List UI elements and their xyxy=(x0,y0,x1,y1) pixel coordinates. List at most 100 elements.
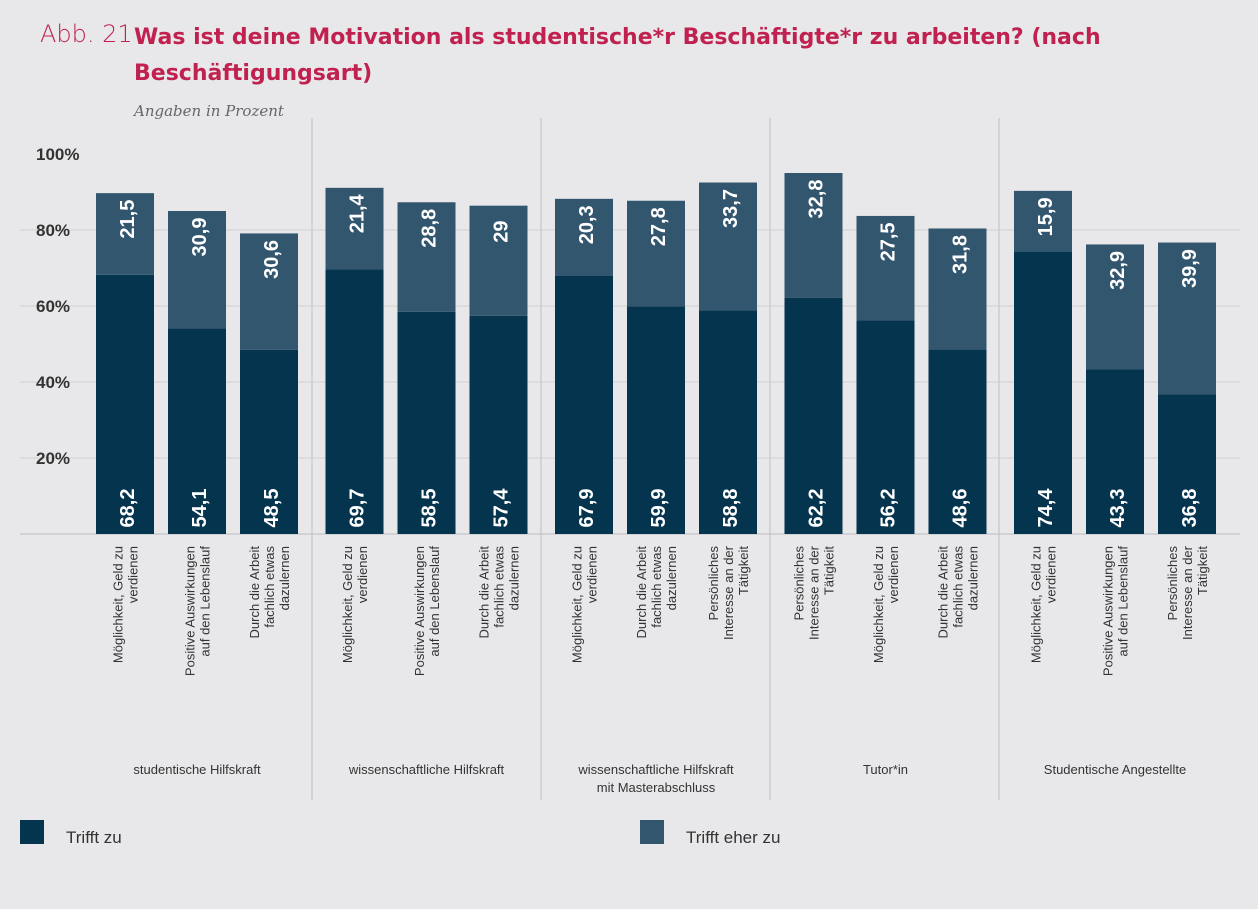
data-label: 58,5 xyxy=(419,489,441,528)
bar-segment-trifft-eher-zu xyxy=(928,228,987,350)
category-label-line: verdienen xyxy=(126,546,141,603)
bar-segment-trifft-zu xyxy=(699,310,757,534)
bar-segment-trifft-zu xyxy=(1014,251,1072,534)
data-label: 62,2 xyxy=(806,489,828,528)
category-label-line: verdienen xyxy=(355,546,370,603)
data-label: 21,5 xyxy=(117,200,139,239)
bar-segment-trifft-eher-zu xyxy=(397,202,456,312)
data-label: 57,4 xyxy=(491,488,513,528)
bar-segment-trifft-eher-zu xyxy=(1158,242,1216,395)
bar-segment-trifft-zu xyxy=(325,269,384,534)
category-label-line: Persönliches xyxy=(706,546,721,621)
category-label-line: auf den Lebenslauf xyxy=(1116,546,1131,657)
category-label-line: Tätigkeit xyxy=(1195,546,1210,596)
chart-subtitle: Angaben in Prozent xyxy=(134,102,284,120)
y-tick-label: 80% xyxy=(36,221,70,240)
data-label: 21,4 xyxy=(347,193,369,233)
data-label: 27,5 xyxy=(878,222,900,261)
category-label-line: fachlich etwas xyxy=(649,546,664,628)
data-label: 30,9 xyxy=(189,218,211,257)
bar-segment-trifft-eher-zu xyxy=(1086,244,1144,370)
category-label-line: Interesse an der xyxy=(807,545,822,640)
group-label: studentische Hilfskraft xyxy=(133,762,261,777)
data-label: 15,9 xyxy=(1035,197,1057,236)
category-label-line: verdienen xyxy=(1044,546,1059,603)
data-label: 58,8 xyxy=(720,489,742,528)
bar-segment-trifft-zu xyxy=(1086,369,1144,534)
data-label: 27,8 xyxy=(648,207,670,246)
legend-swatch-trifft-zu xyxy=(20,820,44,844)
category-label-line: dazulernen xyxy=(277,546,292,610)
data-label: 43,3 xyxy=(1107,489,1129,528)
bar-segment-trifft-zu xyxy=(1158,394,1216,534)
category-label-line: dazulernen xyxy=(966,546,981,610)
bar-segment-trifft-eher-zu xyxy=(784,173,843,298)
legend-label-trifft-zu: Trifft zu xyxy=(66,828,122,847)
category-label-line: Persönliches xyxy=(1165,546,1180,621)
category-label-line: Tätigkeit xyxy=(736,546,751,596)
category-label-line: verdienen xyxy=(585,546,600,603)
category-label-line: Interesse an der xyxy=(721,545,736,640)
bar-segment-trifft-zu xyxy=(928,349,987,534)
data-label: 56,2 xyxy=(878,489,900,528)
bar-segment-trifft-zu xyxy=(784,297,843,534)
group-label: wissenschaftliche Hilfskraft xyxy=(577,762,734,777)
category-label-line: fachlich etwas xyxy=(262,546,277,628)
category-label-line: Positive Auswirkungen xyxy=(183,546,198,676)
category-label-line: fachlich etwas xyxy=(492,546,507,628)
data-label: 33,7 xyxy=(720,189,742,228)
y-tick-label: 40% xyxy=(36,373,70,392)
data-label: 67,9 xyxy=(576,489,598,528)
group-label: wissenschaftliche Hilfskraft xyxy=(348,762,505,777)
bar-segment-trifft-zu xyxy=(469,315,528,534)
y-tick-label: 100% xyxy=(36,145,79,164)
stacked-bar-chart: 20% 40% 60% 80% 100% 68,2 21,5 Möglichkeit, Gel… xyxy=(20,118,1240,800)
chart-title: Was ist deine Motivation als studentisch… xyxy=(134,25,1101,86)
category-label-line: auf den Lebenslauf xyxy=(198,546,213,657)
legend-label-trifft-eher-zu: Trifft eher zu xyxy=(686,828,781,847)
category-label-line: Möglichkeit, Geld zu xyxy=(340,546,355,663)
bar-segment-trifft-zu xyxy=(627,306,685,534)
bar-segment-trifft-zu xyxy=(856,320,915,534)
bar-segment-trifft-eher-zu xyxy=(96,193,154,275)
category-label-line: Positive Auswirkungen xyxy=(412,546,427,676)
data-label: 48,5 xyxy=(261,489,283,528)
bar-segment-trifft-eher-zu xyxy=(555,198,613,276)
bar-segment-trifft-eher-zu xyxy=(240,233,298,350)
bar-segment-trifft-eher-zu xyxy=(1014,190,1072,252)
category-label-line: Durch die Arbeit xyxy=(634,546,649,639)
bar-segment-trifft-eher-zu xyxy=(856,215,915,321)
category-label-line: Möglichkeit, Geld zu xyxy=(111,546,126,663)
data-label: 69,7 xyxy=(347,489,369,528)
category-label-line: dazulernen xyxy=(507,546,522,610)
category-label-line: Möglichkeit, Geld zu xyxy=(570,546,585,663)
category-label-line: Durch die Arbeit xyxy=(247,546,262,639)
category-label-line: Persönliches xyxy=(792,546,807,621)
bar-segment-trifft-zu xyxy=(555,275,613,534)
group-label: Tutor*in xyxy=(863,762,908,777)
legend-swatch-trifft-eher-zu xyxy=(640,820,664,844)
category-label-line: Durch die Arbeit xyxy=(477,546,492,639)
category-label-line: Interesse an der xyxy=(1180,545,1195,640)
data-label: 59,9 xyxy=(648,489,670,528)
data-label: 39,9 xyxy=(1179,249,1201,288)
data-label: 54,1 xyxy=(189,489,211,528)
data-label: 32,9 xyxy=(1107,251,1129,290)
category-label-line: verdienen xyxy=(886,546,901,603)
bar-segment-trifft-eher-zu xyxy=(469,205,528,316)
category-label-line: Möglichkeit, Geld zu xyxy=(871,546,886,663)
data-label: 32,8 xyxy=(806,180,828,219)
data-label: 28,8 xyxy=(419,209,441,248)
bar-segment-trifft-zu xyxy=(168,328,226,534)
data-label: 29 xyxy=(491,221,513,243)
data-label: 20,3 xyxy=(576,205,598,244)
data-label: 74,4 xyxy=(1035,488,1057,528)
bar-segment-trifft-zu xyxy=(96,274,154,534)
data-label: 36,8 xyxy=(1179,489,1201,528)
category-label-line: Möglichkeit, Geld zu xyxy=(1029,546,1044,663)
category-label-line: auf den Lebenslauf xyxy=(427,546,442,657)
category-label-line: Tätigkeit xyxy=(822,546,837,596)
figure-label: Abb. 21 xyxy=(40,20,133,48)
category-label-line: fachlich etwas xyxy=(951,546,966,628)
bar-segment-trifft-eher-zu xyxy=(325,187,384,270)
